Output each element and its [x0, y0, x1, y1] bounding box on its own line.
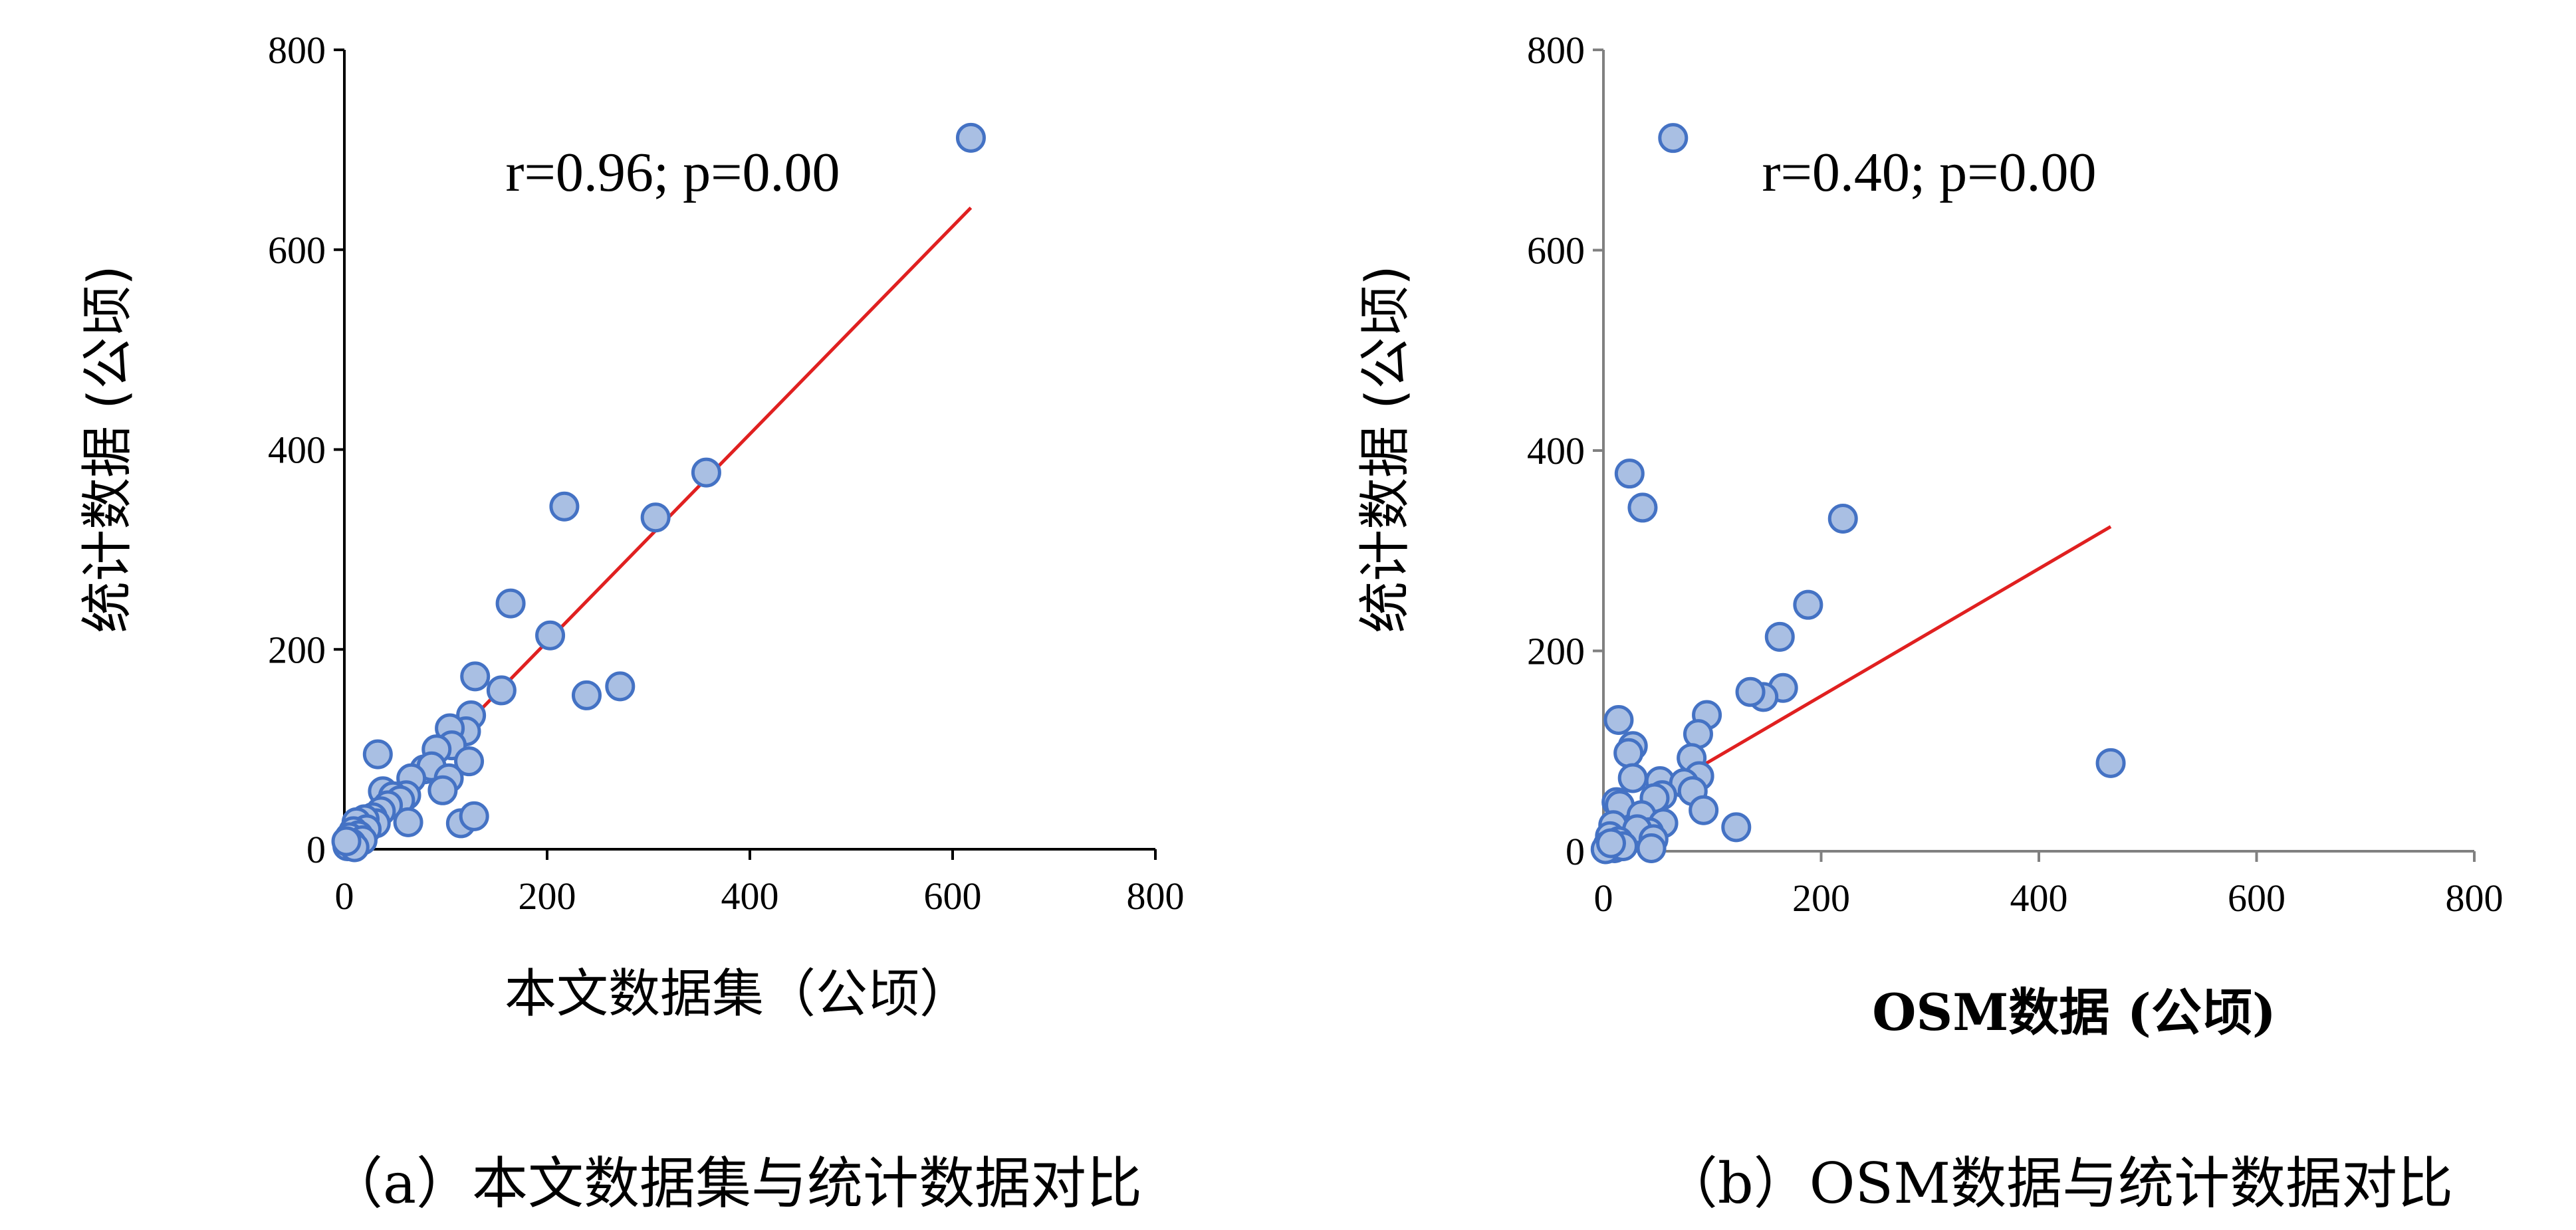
chart-b-y-tick-label: 800 [1527, 29, 1585, 72]
chart-b-x-tick-label: 400 [2010, 876, 2068, 920]
chart-b-point [1827, 504, 1858, 534]
chart-b-point [2095, 748, 2126, 778]
chart-b-y-tick-label: 400 [1527, 429, 1585, 472]
chart-a-y-tick-label: 200 [268, 628, 326, 671]
chart-b-caption: （b）OSM数据与统计数据对比 [1662, 1151, 2453, 1216]
chart-a-y-title: 统计数据 (公顷) [78, 265, 138, 633]
chart-a-point [571, 680, 602, 710]
chart-b-x-tick-label: 0 [1594, 876, 1613, 920]
chart-b-point [1735, 676, 1766, 707]
chart-b-point [1721, 812, 1752, 843]
chart-a-caption: （a）本文数据集与统计数据对比 [327, 1151, 1142, 1216]
chart-a-x-tick-label: 800 [1127, 874, 1185, 918]
chart-a-x-tick-label: 200 [519, 874, 576, 918]
chart-b-y-tick-label: 0 [1566, 830, 1585, 873]
chart-b-point [1627, 492, 1658, 523]
chart-b-point [1658, 123, 1689, 154]
chart-b-point [1764, 621, 1795, 652]
chart-a-point [393, 807, 423, 837]
chart-a: 0 200 400 600 800 0 200 400 600 800 本文数据集（公顷） 统计数… [78, 29, 1185, 1216]
chart-a-x-tick-label: 0 [335, 874, 354, 918]
chart-b-point [1617, 763, 1648, 793]
chart-a-annotation: r=0.96; p=0.00 [505, 142, 840, 203]
chart-b-x-title: OSM数据 (公顷) [1872, 983, 2276, 1042]
chart-b-point [1793, 589, 1823, 620]
chart-a-point [459, 801, 489, 831]
chart-b-y-tick-label: 600 [1527, 229, 1585, 272]
chart-b-annotation: r=0.40; p=0.00 [1762, 142, 2096, 203]
chart-a-point [460, 661, 491, 692]
chart-a-y-tick-label: 800 [268, 29, 326, 72]
chart-b-point [1603, 705, 1634, 736]
chart-b: 0 200 400 600 800 0 200 400 600 800 OSM数据 (公顷) 统计… [1355, 29, 2504, 1216]
chart-a-point [362, 739, 393, 769]
chart-a-point [486, 675, 517, 706]
chart-b-point [1683, 719, 1713, 750]
chart-a-point [640, 502, 671, 533]
chart-b-point [1689, 795, 1719, 825]
chart-a-point [495, 588, 526, 619]
chart-a-point [691, 457, 721, 488]
chart-a-y-tick-label: 0 [306, 828, 326, 871]
chart-a-point [454, 746, 485, 777]
chart-b-y-tick-label: 200 [1527, 630, 1585, 673]
chart-b-points [1590, 123, 2126, 865]
chart-b-point [1636, 833, 1667, 863]
chart-a-point [955, 122, 986, 153]
chart-a-point [549, 491, 580, 522]
chart-b-y-title: 统计数据 (公顷) [1355, 265, 1415, 633]
chart-a-point [535, 620, 566, 651]
chart-a-point [427, 775, 458, 805]
chart-a-point [331, 826, 362, 857]
chart-a-y-tick-label: 600 [268, 229, 326, 272]
chart-a-x-tick-label: 400 [721, 874, 779, 918]
chart-a-x-tick-label: 600 [924, 874, 982, 918]
chart-a-x-title: 本文数据集（公顷） [505, 964, 971, 1024]
chart-a-points [331, 122, 986, 863]
chart-b-point [1613, 738, 1644, 768]
chart-a-y-tick-label: 400 [268, 429, 326, 472]
chart-b-x-tick-label: 800 [2446, 876, 2504, 920]
chart-b-x-tick-label: 600 [2228, 876, 2285, 920]
chart-b-ticks: 0 200 400 600 800 0 200 400 600 800 [1527, 29, 2504, 920]
chart-b-point [1595, 828, 1626, 859]
chart-a-point [605, 671, 636, 702]
chart-b-point [1614, 459, 1645, 489]
chart-b-x-tick-label: 200 [1792, 876, 1850, 920]
